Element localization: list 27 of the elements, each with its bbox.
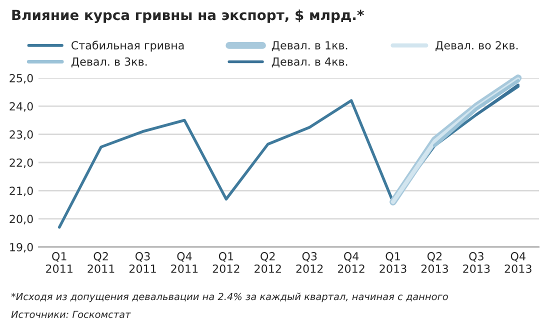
x-tick-label: Q2 2012 [254,252,281,273]
x-tick-label: Q2 2013 [421,252,448,273]
legend-label: Девал. в 1кв. [272,41,348,52]
y-tick-label: 25,0 [10,74,33,84]
x-tick-label: Q3 2011 [129,252,156,273]
x-tick-label: Q3 2012 [296,252,323,273]
x-tick-label: Q1 2013 [380,252,406,273]
x-tick-label: Q1 2012 [212,252,240,273]
legend-label: Девал. в 4кв. [272,58,348,68]
text: Источники: Госкомстат [11,310,131,318]
x-tick-label: Q1 2011 [46,252,72,273]
chart-title: Влияние курса гривны на экспорт, $ млрд.* [12,9,364,24]
y-tick-label: 21,0 [10,186,33,196]
y-tick-label: 23,0 [10,130,33,140]
x-tick-label: Q2 2011 [88,252,114,273]
y-tick-label: 20,0 [10,214,33,224]
text: *Исходя из допущения девальвации на 2.4% за каждый квартал, начиная с данного [11,292,448,302]
x-tick-label: Q4 2012 [338,252,364,273]
x-tick-label: Q4 2011 [171,252,198,273]
y-tick-label: 22,0 [10,158,33,168]
legend-label: Девал. в 3кв. [71,57,147,68]
legend-label: Девал. во 2кв. [436,41,518,52]
y-tick-label: 19,0 [10,242,33,253]
x-tick-label: Q4 2013 [504,252,532,273]
y-tick-label: 24,0 [10,102,33,112]
legend-label: Стабильная гривна [72,40,184,52]
x-tick-label: Q3 2013 [463,252,490,273]
